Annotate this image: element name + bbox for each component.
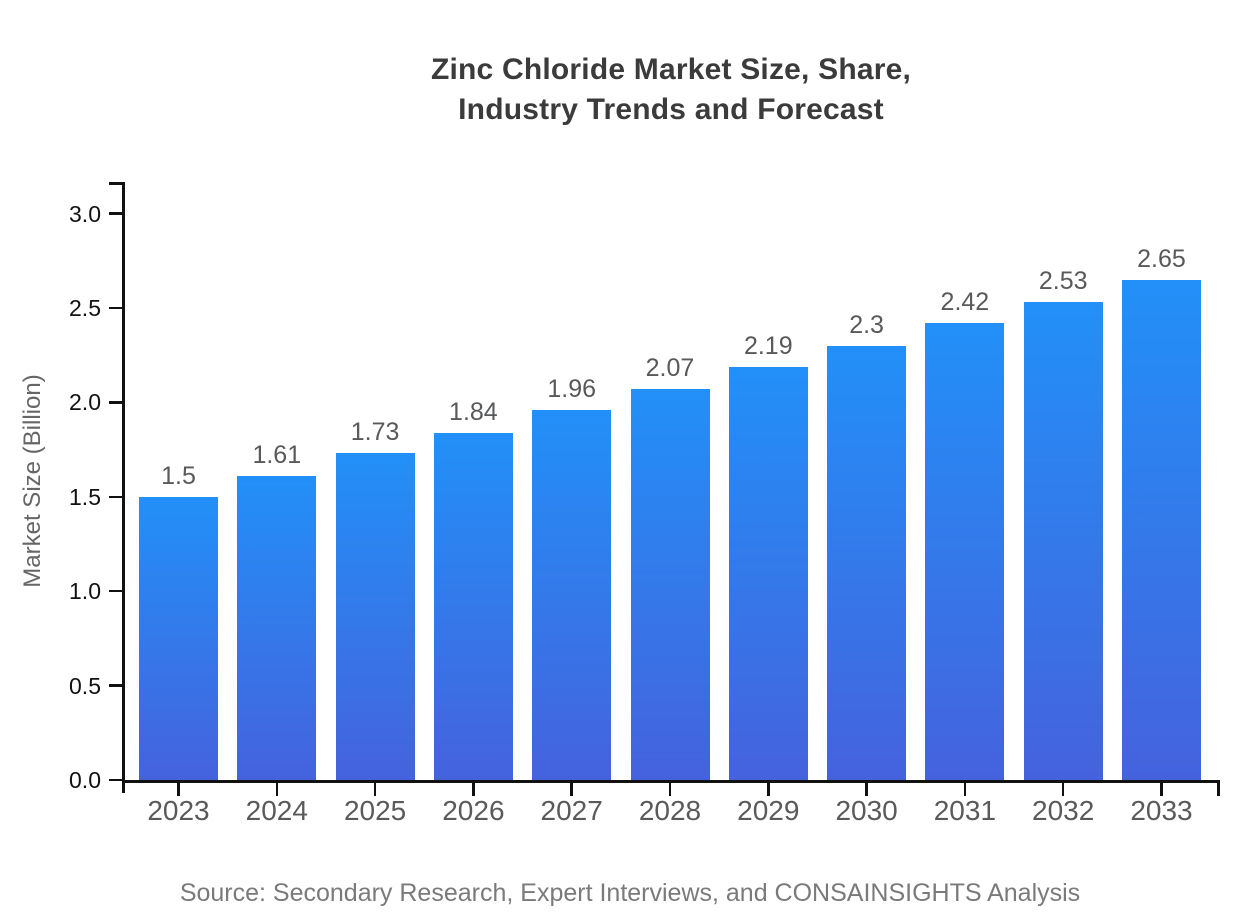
- x-axis-tick: [767, 780, 770, 796]
- x-axis-tick-label: 2028: [638, 795, 702, 826]
- bar-2029: [728, 366, 808, 780]
- bar-2032: [1023, 302, 1103, 780]
- bar-value-label: 2.07: [645, 354, 695, 383]
- x-axis-tick-label: 2023: [147, 795, 210, 826]
- bar-2031: [925, 323, 1005, 780]
- y-axis-tick: [109, 495, 122, 499]
- bar-2028: [630, 389, 710, 780]
- bar-value-label: 2.3: [849, 310, 884, 339]
- y-axis-tick-label: 0.5: [69, 672, 101, 699]
- chart-title: Zinc Chloride Market Size, Share, Indust…: [122, 50, 1220, 130]
- x-axis-tick: [570, 780, 573, 796]
- x-axis-tick-label: 2029: [737, 795, 800, 826]
- bar-value-label: 1.73: [350, 418, 400, 447]
- y-axis-tick-label: 0.0: [69, 767, 101, 793]
- chart-title-line1: Zinc Chloride Market Size, Share,: [430, 53, 912, 86]
- bar-value-label: 1.5: [161, 461, 196, 490]
- bar-2024: [237, 476, 317, 780]
- x-axis-tick-label: 2032: [1032, 795, 1095, 826]
- x-axis-tick: [177, 780, 180, 796]
- y-axis-tick-label: 2.5: [69, 295, 101, 321]
- x-axis-endcap: [1217, 780, 1220, 796]
- source-note: Source: Secondary Research, Expert Inter…: [179, 879, 1081, 907]
- bar-value-label: 1.96: [547, 374, 597, 403]
- x-axis-tick-label: 2031: [933, 795, 997, 826]
- bar-2025: [335, 453, 415, 780]
- bar-value-label: 2.53: [1038, 267, 1088, 296]
- x-axis-tick-label: 2030: [835, 795, 898, 826]
- bar-value-label: 2.42: [940, 288, 990, 317]
- y-axis-tick-label: 1.0: [69, 578, 101, 605]
- y-axis-tick: [109, 401, 122, 404]
- y-axis-line: [122, 182, 125, 793]
- x-axis-tick: [275, 780, 279, 796]
- y-axis-tick-label: 1.5: [69, 483, 101, 510]
- bar-value-label: 1.61: [252, 441, 302, 470]
- bar-2026: [433, 432, 513, 780]
- x-axis-tick-label: 2024: [245, 795, 308, 826]
- x-axis-tick: [472, 780, 475, 796]
- y-axis-tick: [109, 589, 122, 593]
- x-axis-tick: [963, 780, 967, 796]
- x-axis-tick: [373, 780, 377, 796]
- bar-2027: [532, 409, 612, 780]
- y-axis-tick: [109, 306, 122, 310]
- bar-2033: [1122, 279, 1201, 780]
- y-axis-tick: [109, 778, 122, 782]
- x-axis-tick: [1061, 780, 1065, 796]
- y-axis-tick: [109, 212, 122, 215]
- bar-value-label: 2.65: [1137, 244, 1186, 273]
- x-axis-tick-label: 2027: [540, 795, 603, 826]
- x-axis-tick: [865, 780, 868, 796]
- bar-value-label: 1.84: [449, 397, 498, 426]
- x-axis-tick-label: 2025: [343, 795, 407, 826]
- y-axis-tick-label: 2.0: [69, 389, 101, 416]
- bar-2030: [827, 345, 907, 780]
- y-axis-endcap: [109, 182, 122, 185]
- bar-2023: [139, 496, 218, 780]
- x-axis-tick: [668, 780, 672, 796]
- chart-title-line2: Industry Trends and Forecast: [458, 93, 884, 126]
- x-axis-tick-label: 2033: [1130, 795, 1193, 826]
- x-axis-tick: [1160, 780, 1163, 796]
- y-axis-tick: [109, 684, 122, 687]
- bar-value-label: 2.19: [743, 331, 793, 360]
- x-axis-tick-label: 2026: [442, 795, 505, 826]
- y-axis-tick-label: 3.0: [69, 200, 101, 227]
